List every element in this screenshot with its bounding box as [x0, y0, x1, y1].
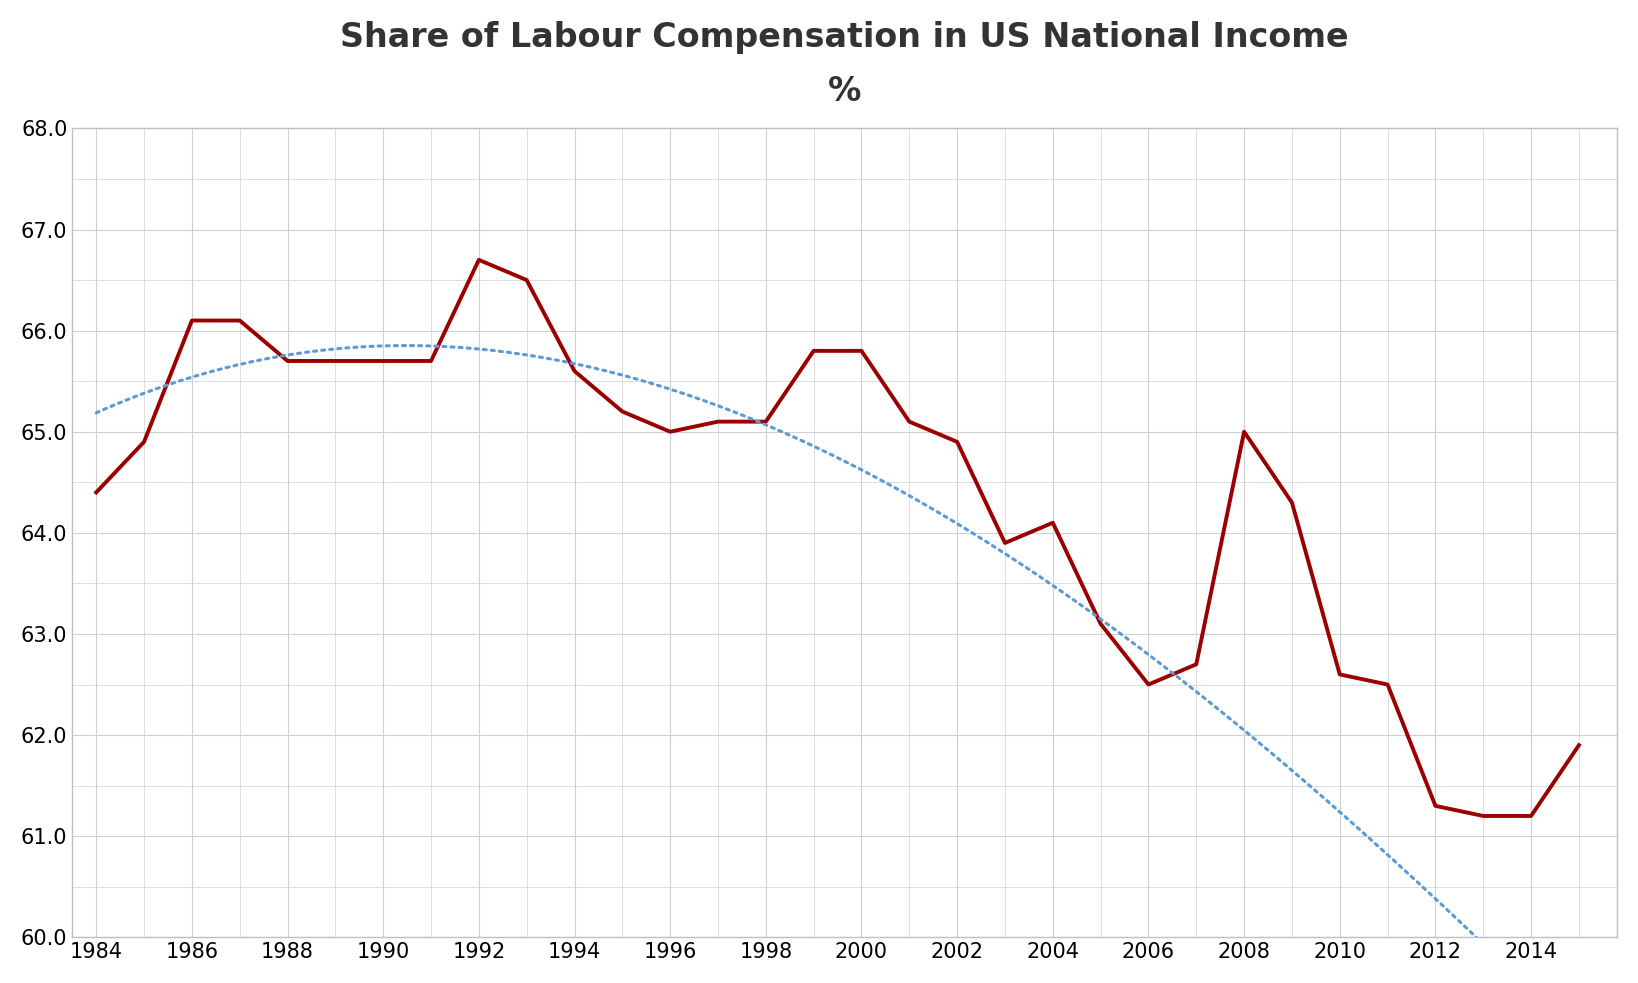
Title: Share of Labour Compensation in US National Income
%: Share of Labour Compensation in US Natio… [341, 21, 1350, 107]
